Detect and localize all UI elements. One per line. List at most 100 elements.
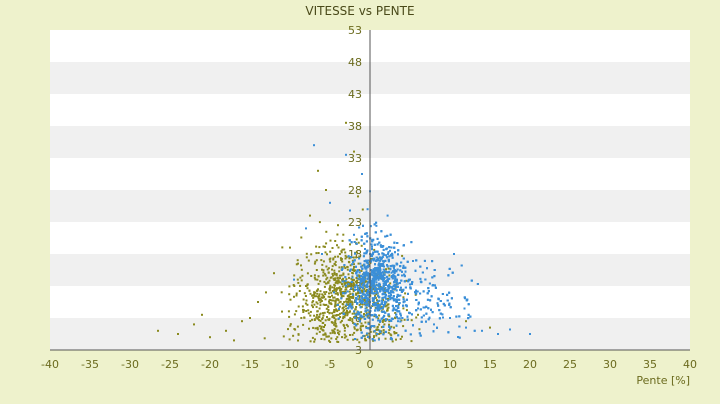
scatter-point: [355, 313, 358, 316]
scatter-point: [433, 269, 436, 271]
scatter-point: [388, 274, 391, 277]
scatter-point: [388, 315, 391, 318]
scatter-point: [371, 274, 374, 277]
scatter-point: [349, 293, 352, 296]
scatter-point: [355, 298, 358, 301]
scatter-point: [338, 307, 340, 310]
scatter-point: [398, 310, 401, 313]
scatter-point: [360, 282, 363, 285]
scatter-point: [393, 267, 395, 270]
scatter-point: [387, 303, 390, 306]
scatter-point: [359, 306, 362, 309]
scatter-point: [345, 288, 348, 291]
scatter-point: [419, 334, 422, 337]
scatter-point: [355, 282, 358, 285]
scatter-point: [463, 296, 466, 299]
scatter-point: [308, 289, 311, 292]
scatter-point: [476, 283, 479, 285]
scatter-point: [356, 302, 358, 305]
scatter-point: [312, 300, 315, 303]
scatter-point: [419, 277, 422, 280]
scatter-point: [365, 270, 368, 273]
scatter-point: [322, 245, 325, 248]
scatter-point: [376, 326, 379, 329]
scatter-point: [349, 296, 352, 299]
scatter-point: [387, 299, 390, 302]
scatter-point: [438, 309, 441, 312]
scatter-point: [368, 327, 370, 330]
scatter-point: [383, 293, 386, 295]
scatter-point: [394, 277, 397, 280]
scatter-point: [390, 294, 392, 297]
scatter-point: [334, 292, 337, 295]
scatter-point: [354, 252, 356, 255]
scatter-point: [323, 272, 326, 275]
scatter-point: [339, 277, 341, 280]
scatter-point: [359, 315, 362, 318]
scatter-point: [341, 307, 344, 310]
scatter-point: [300, 264, 302, 267]
x-tick-label: 20: [523, 358, 537, 371]
scatter-point: [325, 189, 327, 191]
scatter-point: [355, 277, 358, 279]
y-tick-label: 43: [348, 88, 362, 101]
scatter-point: [332, 296, 335, 299]
scatter-point: [365, 314, 368, 317]
scatter-point: [342, 273, 345, 276]
scatter-point: [324, 333, 327, 336]
scatter-point: [326, 276, 329, 279]
scatter-point: [366, 235, 369, 238]
scatter-point: [386, 214, 389, 217]
scatter-point: [395, 309, 398, 312]
scatter-point: [335, 314, 338, 316]
scatter-point: [370, 255, 373, 257]
scatter-point: [336, 336, 339, 339]
scatter-point: [325, 303, 328, 306]
scatter-point: [415, 292, 418, 295]
scatter-point: [337, 246, 340, 249]
scatter-point: [337, 331, 339, 334]
scatter-point: [305, 256, 308, 259]
scatter-point: [344, 292, 347, 295]
scatter-point: [371, 338, 374, 341]
scatter-point: [350, 307, 353, 310]
scatter-point: [380, 317, 383, 320]
scatter-point: [383, 314, 386, 317]
scatter-point: [387, 288, 390, 291]
scatter-point: [357, 289, 359, 292]
scatter-point: [306, 284, 309, 287]
scatter-point: [391, 286, 393, 289]
scatter-point: [390, 338, 393, 341]
scatter-point: [354, 286, 356, 289]
scatter-point: [375, 224, 378, 227]
scatter-point: [379, 273, 382, 276]
scatter-point: [360, 336, 363, 339]
scatter-point: [338, 330, 341, 333]
scatter-point: [310, 253, 313, 256]
scatter-point: [469, 315, 472, 318]
scatter-point: [362, 255, 365, 258]
scatter-point: [355, 324, 358, 327]
scatter-point: [394, 285, 397, 288]
scatter-point: [319, 301, 322, 304]
scatter-point: [363, 242, 366, 245]
scatter-point: [371, 239, 374, 242]
scatter-point: [385, 318, 387, 321]
scatter-point: [412, 260, 414, 262]
scatter-point: [388, 292, 391, 295]
y-tick-label: 48: [348, 56, 362, 69]
scatter-point: [316, 310, 319, 313]
scatter-point: [376, 250, 379, 253]
scatter-point: [407, 280, 410, 283]
scatter-point: [340, 250, 343, 253]
scatter-point: [341, 285, 344, 288]
scatter-point: [353, 241, 356, 243]
scatter-point: [384, 301, 387, 304]
scatter-point: [466, 298, 469, 301]
scatter-point: [328, 311, 331, 314]
scatter-point: [313, 293, 316, 296]
scatter-point: [374, 277, 377, 280]
scatter-point: [470, 279, 473, 282]
scatter-point: [338, 301, 341, 304]
scatter-point: [315, 245, 318, 248]
